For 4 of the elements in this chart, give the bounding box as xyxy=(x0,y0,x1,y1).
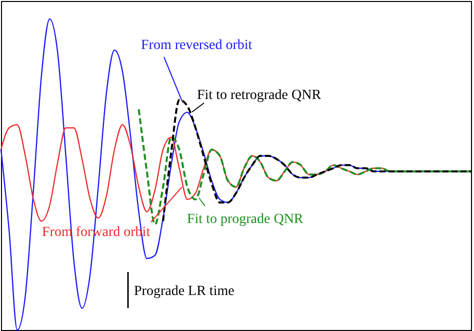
series-label: From reversed orbit xyxy=(141,38,252,53)
legend-label: Fit to prograde QNR xyxy=(187,212,304,227)
annotation: Prograde LR time xyxy=(134,284,234,299)
series-label: Fit to retrograde QNR xyxy=(197,88,322,103)
